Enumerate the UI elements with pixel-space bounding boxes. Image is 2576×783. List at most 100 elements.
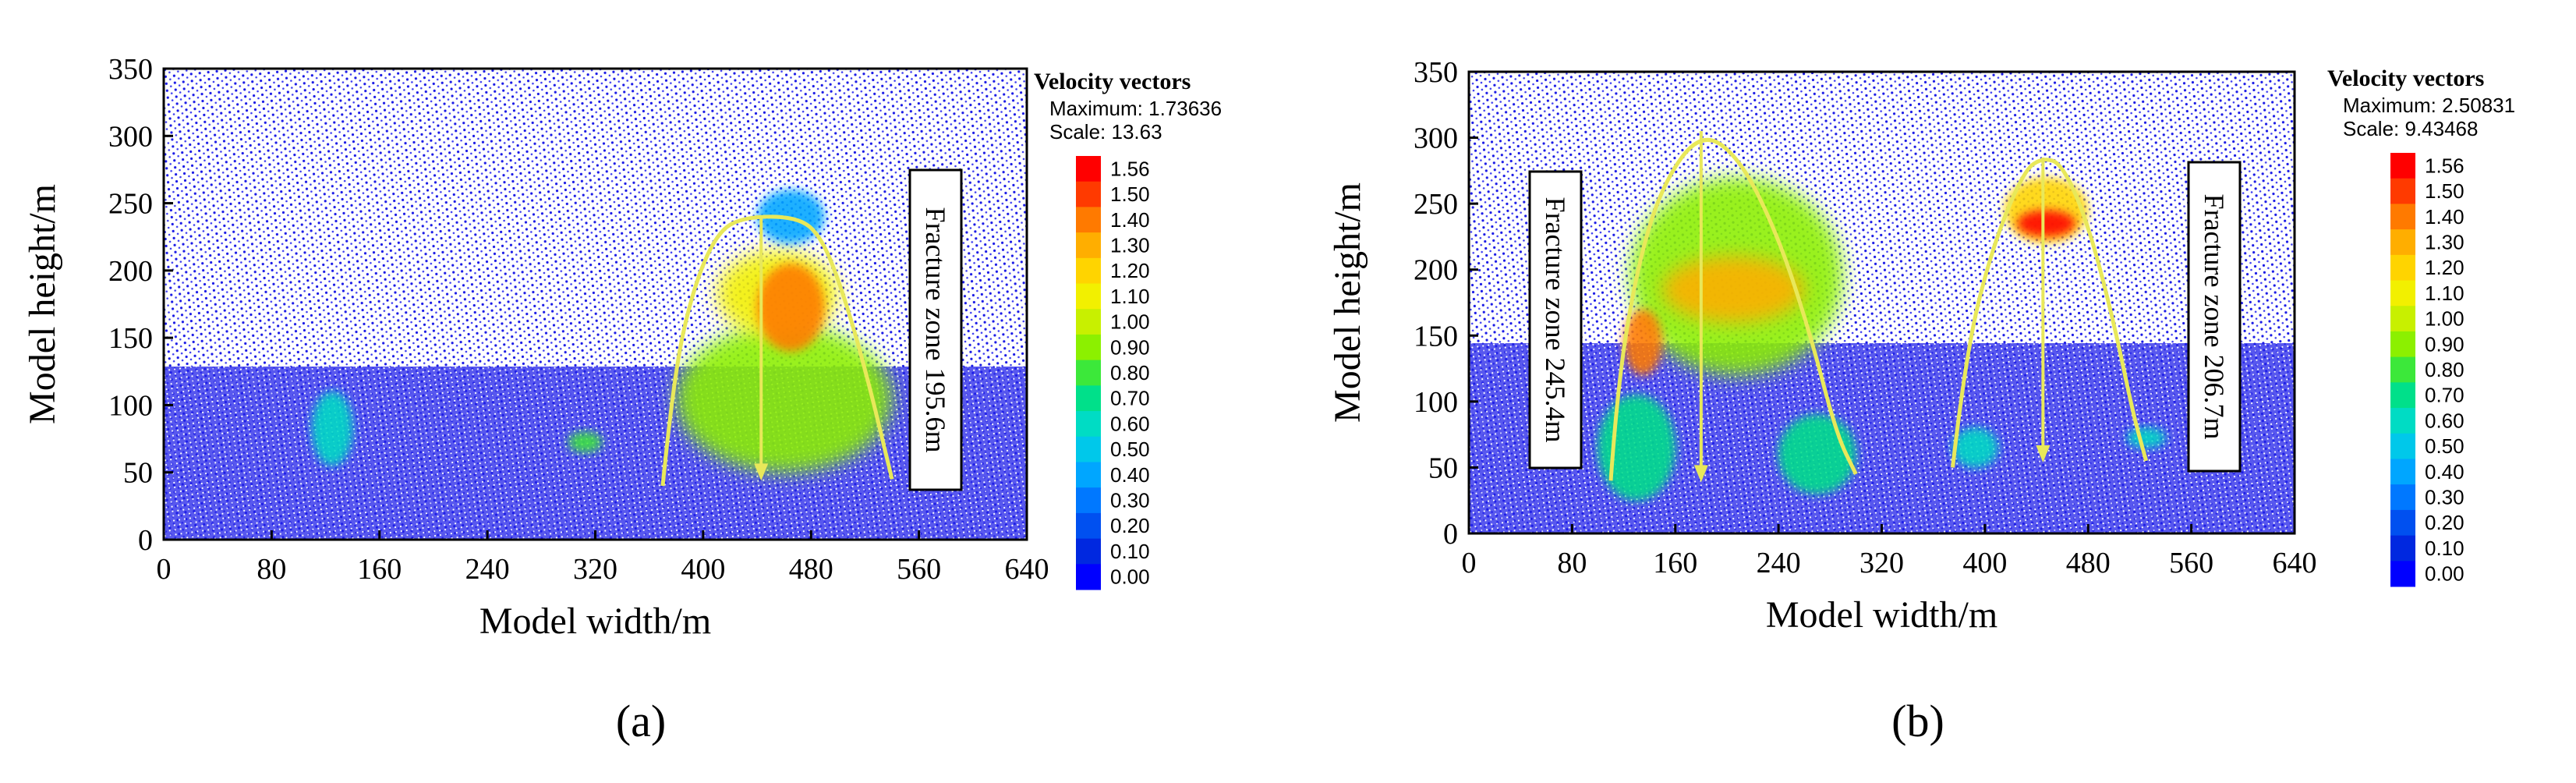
axes-b: 0 80 160 240 320 400 480 560 640 0 50 100 150 200 250 3… <box>1327 56 2317 636</box>
y-tick-label-a-3: 150 <box>108 322 153 355</box>
legend-level-a-11: 0.50 <box>1110 438 1150 461</box>
y-tick-label-b-6: 300 <box>1414 122 1458 155</box>
y-tick-label-a-4: 200 <box>108 255 153 288</box>
legend-level-b-12: 0.40 <box>2425 460 2465 484</box>
y-tick-label-a-5: 250 <box>108 188 153 221</box>
legend-swatch-b-2 <box>2390 204 2415 230</box>
legend-swatch-b-3 <box>2390 229 2415 256</box>
x-tick-label-a-4: 320 <box>573 553 617 586</box>
velocity-regions-a <box>312 190 893 473</box>
legend-level-b-14: 0.20 <box>2425 511 2465 534</box>
legend-swatch-a-16 <box>1076 564 1101 590</box>
velocity-region-b-3 <box>1598 395 1675 501</box>
legend-swatch-b-7 <box>2390 331 2415 358</box>
panel-b-caption: (b) <box>1891 696 1944 746</box>
legend-level-a-10: 0.60 <box>1110 412 1150 435</box>
fracture-label-b-0: Fracture zone 245.4m <box>1540 197 1571 443</box>
legend-level-b-3: 1.30 <box>2425 230 2465 253</box>
axes-a: 0 80 160 240 320 400 480 560 640 0 50 100 150 200 250 3… <box>22 53 1049 642</box>
legend-level-b-7: 0.90 <box>2425 332 2465 356</box>
velocity-region-a-5 <box>568 431 603 452</box>
legend-scale-b: Scale: 9.43468 <box>2343 117 2478 140</box>
y-tick-label-a-2: 100 <box>108 389 153 422</box>
legend-level-b-8: 0.80 <box>2425 358 2465 381</box>
plot-area-b: Fracture zone 245.4m Fracture zone 206.7m <box>1469 72 2295 533</box>
fracture-label-a-0: Fracture zone 195.6m <box>920 207 951 453</box>
legend-level-a-2: 1.40 <box>1110 208 1150 232</box>
legend-level-b-15: 0.10 <box>2425 537 2465 560</box>
legend-swatch-b-10 <box>2390 408 2415 434</box>
y-tick-label-b-1: 50 <box>1428 452 1458 484</box>
legend-swatch-a-5 <box>1076 283 1101 310</box>
x-tick-label-a-7: 560 <box>897 553 941 586</box>
legend-title-b: Velocity vectors <box>2327 66 2484 91</box>
legend-swatch-b-16 <box>2390 561 2415 587</box>
x-tick-label-a-3: 240 <box>465 553 510 586</box>
velocity-region-b-7 <box>1952 427 1998 468</box>
legend-level-b-5: 1.10 <box>2425 282 2465 305</box>
y-tick-label-a-0: 0 <box>138 524 153 557</box>
fracture-arch-b-0 <box>1608 137 1858 481</box>
x-axis-title-a: Model width/m <box>479 601 711 642</box>
legend-scale-a: Scale: 13.63 <box>1049 120 1162 143</box>
legend-maximum-b: Maximum: 2.50831 <box>2343 94 2515 117</box>
x-tick-label-a-0: 0 <box>157 553 172 586</box>
x-tick-label-b-2: 160 <box>1653 547 1697 579</box>
y-tick-label-a-7: 350 <box>108 53 153 86</box>
plot-area-a: Fracture zone 195.6m <box>164 69 1027 540</box>
legend-swatch-a-1 <box>1076 181 1101 207</box>
legend-swatch-a-8 <box>1076 360 1101 386</box>
legend-swatch-a-3 <box>1076 232 1101 259</box>
velocity-region-a-0 <box>676 324 893 473</box>
y-tick-label-b-0: 0 <box>1443 518 1458 551</box>
dense-vector-band-b <box>1469 343 2295 533</box>
y-axis-title-b: Model height/m <box>1327 182 1368 423</box>
legend-swatch-a-4 <box>1076 257 1101 285</box>
legend-swatch-b-13 <box>2390 484 2415 511</box>
legend-level-a-16: 0.00 <box>1110 565 1150 589</box>
velocity-region-b-8 <box>2126 427 2166 448</box>
legend-level-a-12: 0.40 <box>1110 463 1150 487</box>
legend-level-b-16: 0.00 <box>2425 562 2465 586</box>
legend-level-b-2: 1.40 <box>2425 205 2465 229</box>
y-tick-label-a-6: 300 <box>108 120 153 153</box>
velocity-region-b-2 <box>1623 309 1663 376</box>
x-tick-label-b-6: 480 <box>2066 547 2111 579</box>
fracture-height-arrowhead-b-1 <box>2036 445 2051 462</box>
legend-swatch-b-14 <box>2390 509 2415 537</box>
panel-a: Fracture zone 195.6m 0 80 160 240 320 400 480 5… <box>22 53 1222 746</box>
legend-level-a-14: 0.20 <box>1110 514 1150 537</box>
legend-level-a-5: 1.10 <box>1110 285 1150 308</box>
legend-swatch-a-6 <box>1076 309 1101 335</box>
fracture-label-box-b-0 <box>1528 170 1583 469</box>
y-tick-label-b-7: 350 <box>1414 56 1458 89</box>
legend-level-b-0: 1.56 <box>2425 154 2465 177</box>
fracture-arch-a-0 <box>660 214 894 487</box>
x-tick-label-a-8: 640 <box>1005 553 1049 586</box>
legend-level-b-6: 1.00 <box>2425 307 2465 331</box>
x-tick-label-b-7: 560 <box>2169 547 2213 579</box>
velocity-region-a-4 <box>312 392 353 466</box>
fracture-zones-b: Fracture zone 245.4m Fracture zone 206.7m <box>1528 131 2242 483</box>
dense-vector-band-a <box>164 367 1027 540</box>
legend-level-b-1: 1.50 <box>2425 179 2465 203</box>
panel-b: Fracture zone 245.4m Fracture zone 206.7m… <box>1327 56 2515 746</box>
fracture-height-arrowhead-b-0 <box>1693 465 1708 483</box>
fracture-zones-a: Fracture zone 195.6m <box>660 168 963 491</box>
legend-swatch-b-6 <box>2390 306 2415 332</box>
x-tick-label-a-1: 80 <box>257 553 286 586</box>
x-tick-label-b-8: 640 <box>2273 547 2317 579</box>
legend-level-a-7: 0.90 <box>1110 335 1150 359</box>
legend-swatch-b-5 <box>2390 280 2415 306</box>
legend-swatch-a-0 <box>1076 156 1101 182</box>
legend-level-a-6: 1.00 <box>1110 310 1150 334</box>
legend-level-a-4: 1.20 <box>1110 259 1150 282</box>
fracture-label-b-1: Fracture zone 206.7m <box>2199 194 2230 440</box>
x-tick-label-b-5: 400 <box>1962 547 2007 579</box>
velocity-region-a-2 <box>757 264 825 352</box>
y-axis-title-a: Model height/m <box>22 184 63 424</box>
legend-swatch-b-9 <box>2390 382 2415 409</box>
y-tick-label-b-5: 250 <box>1414 188 1458 221</box>
fracture-arch-b-1 <box>1951 158 2149 468</box>
